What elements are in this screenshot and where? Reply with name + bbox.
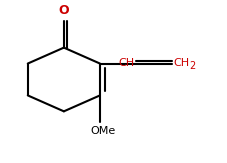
Text: CH: CH <box>119 58 135 68</box>
Text: OMe: OMe <box>91 126 116 136</box>
Text: O: O <box>59 4 69 17</box>
Text: 2: 2 <box>189 61 195 71</box>
Text: CH: CH <box>173 58 189 68</box>
